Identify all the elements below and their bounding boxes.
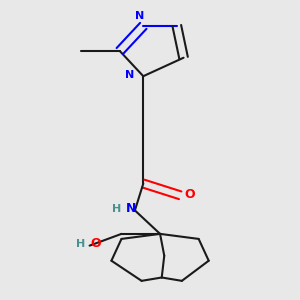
Text: H: H bbox=[112, 204, 121, 214]
Text: N: N bbox=[135, 11, 145, 21]
Text: O: O bbox=[184, 188, 195, 201]
Text: N: N bbox=[126, 202, 137, 215]
Text: O: O bbox=[90, 237, 101, 250]
Text: H: H bbox=[76, 239, 85, 249]
Text: N: N bbox=[125, 70, 134, 80]
